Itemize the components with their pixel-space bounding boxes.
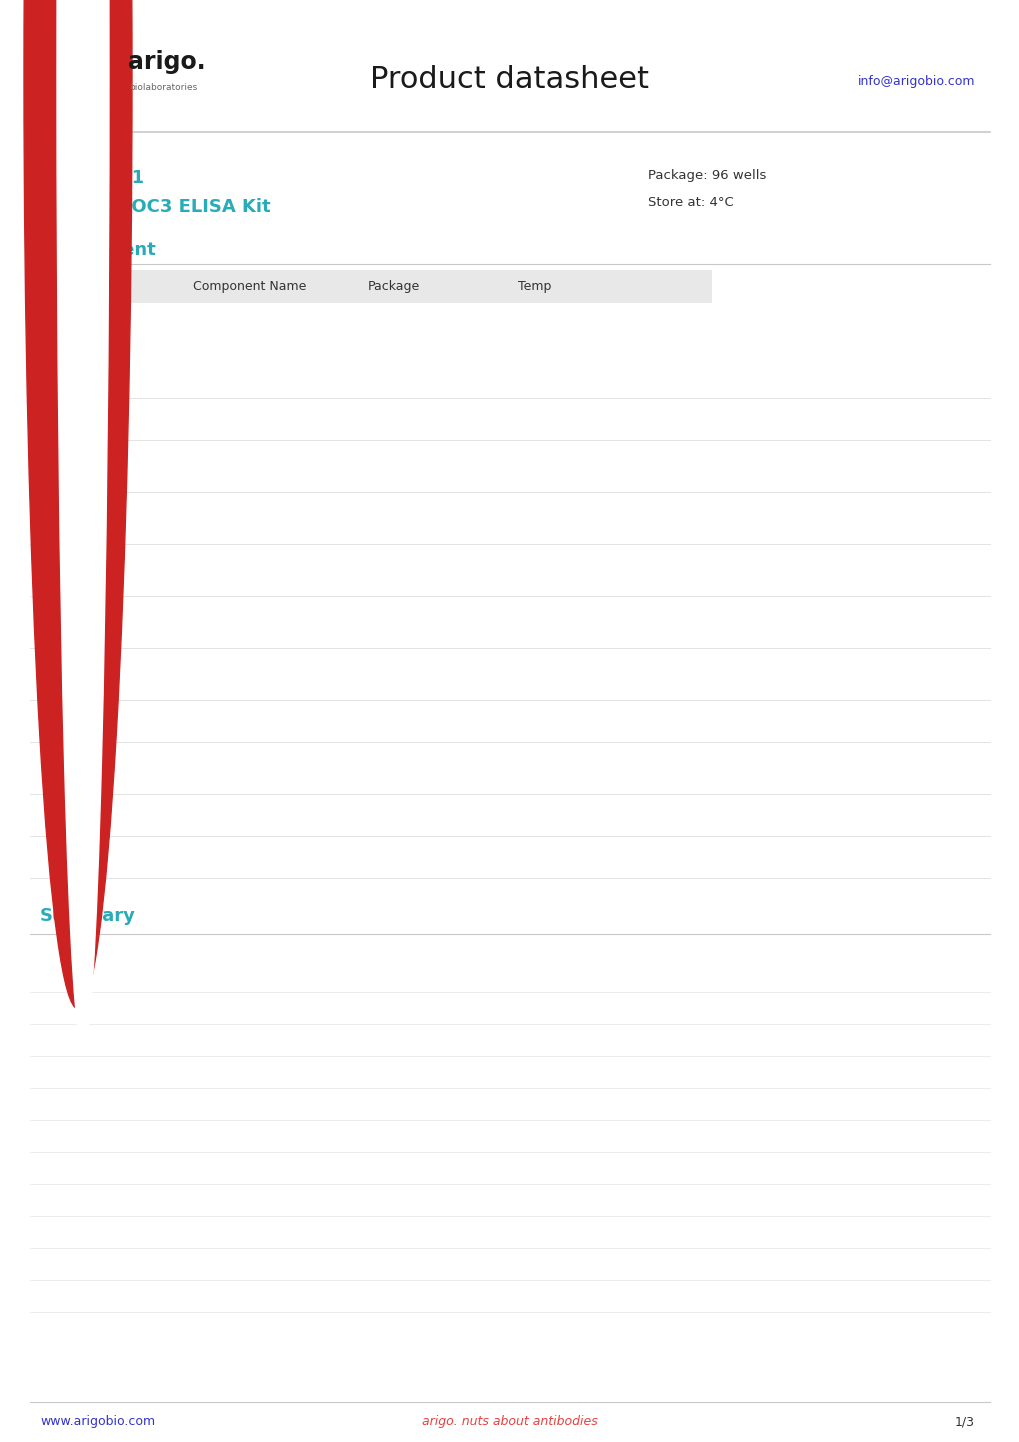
Text: 1/3: 1/3 (954, 1416, 974, 1429)
Text: Package: Package (368, 280, 420, 293)
Text: info@arigobio.com: info@arigobio.com (857, 75, 974, 88)
Text: Product datasheet: Product datasheet (370, 65, 649, 95)
Text: ARG81991: ARG81991 (40, 169, 145, 187)
Text: Cat. No.: Cat. No. (40, 280, 90, 293)
Text: Human AOC3 ELISA Kit: Human AOC3 ELISA Kit (40, 198, 270, 216)
Text: Store at: 4°C: Store at: 4°C (647, 196, 733, 209)
Ellipse shape (57, 0, 109, 1048)
Text: www.arigobio.com: www.arigobio.com (40, 1416, 155, 1429)
Ellipse shape (24, 0, 131, 1009)
Text: Package: 96 wells: Package: 96 wells (647, 169, 765, 182)
Bar (30, 270, 711, 303)
Text: biolaboratories: biolaboratories (128, 84, 197, 92)
Text: Component: Component (40, 241, 156, 260)
Text: Temp: Temp (518, 280, 551, 293)
Text: arigo. nuts about antibodies: arigo. nuts about antibodies (422, 1416, 597, 1429)
Text: arigo.: arigo. (127, 50, 206, 74)
Text: Component Name: Component Name (193, 280, 306, 293)
Text: Summary: Summary (40, 907, 136, 924)
